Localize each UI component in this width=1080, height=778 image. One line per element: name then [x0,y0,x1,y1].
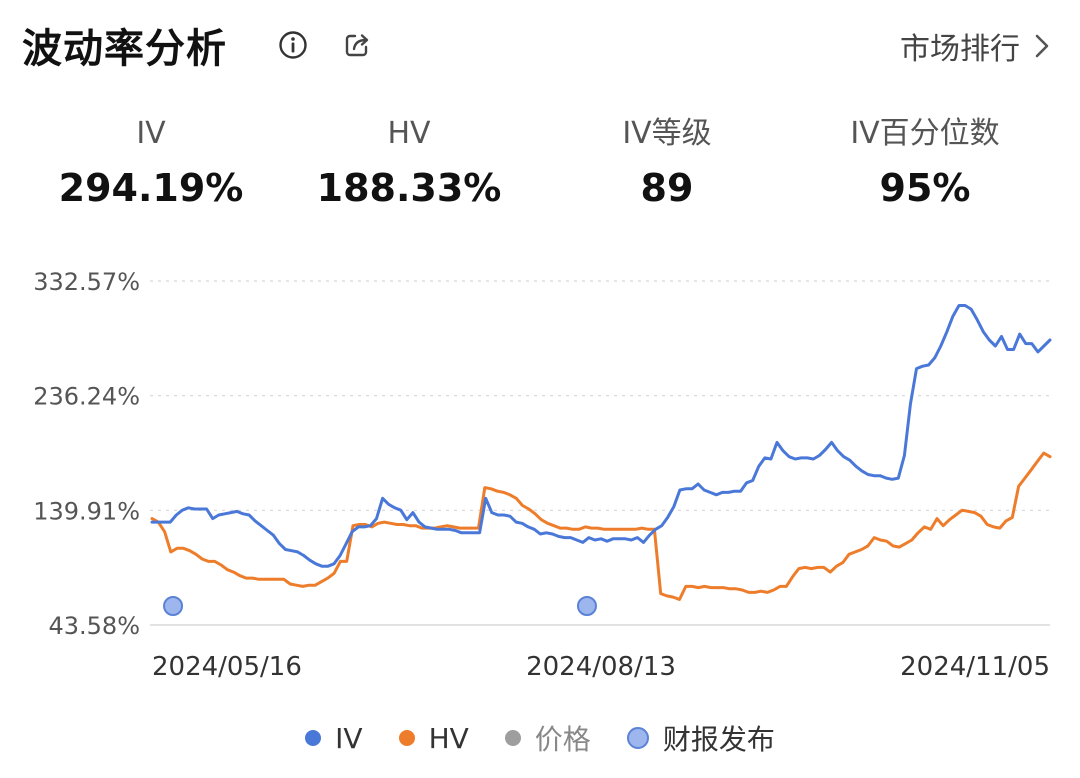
stat-label: IV [136,116,166,151]
y-tick-label: 332.57% [33,268,140,296]
legend-item-price[interactable]: 价格 [504,718,591,758]
legend-item-hv[interactable]: HV [398,721,469,755]
legend-dot-price [504,730,521,746]
stat-value: 294.19% [58,166,244,210]
chevron-right-icon [1035,34,1049,58]
stats-row: IV 294.19% HV 188.33% IV等级 89 IV百分位数 95% [22,112,1054,222]
x-tick-label: 2024/05/16 [152,652,302,682]
legend-dot-iv [305,730,322,746]
stat-label: IV百分位数 [850,116,1000,151]
page-title: 波动率分析 [22,26,227,72]
x-tick-label: 2024/11/05 [900,652,1050,682]
series-line-hv [150,451,1052,601]
legend-item-earnings[interactable]: 财报发布 [626,718,775,758]
series-line-iv [150,304,1052,568]
stat-value: 89 [640,166,694,210]
stat-iv-percentile: IV百分位数 95% [796,112,1054,222]
chart-legend: IV HV 价格 财报发布 [0,716,1080,760]
volatility-chart: 332.57% 236.24% 139.91% 43.58% 2024/05/16 202… [33,268,1052,682]
share-icon[interactable] [342,30,372,60]
y-tick-label: 43.58% [48,612,140,640]
earnings-marker [163,596,184,616]
info-icon[interactable] [278,30,308,60]
y-tick-label: 236.24% [33,383,140,411]
legend-label-price: 价格 [534,723,591,756]
header: 波动率分析 市场排行 [22,10,1052,74]
legend-label-hv: HV [428,721,469,755]
market-rank-label: 市场排行 [900,32,1020,67]
legend-label-iv: IV [335,721,363,755]
legend-label-earnings: 财报发布 [662,723,775,756]
stat-value: 188.33% [316,166,502,210]
x-tick-label: 2024/08/13 [526,652,676,682]
legend-dot-hv [398,730,415,746]
legend-item-iv[interactable]: IV [305,721,363,755]
stat-label: HV [387,116,431,151]
legend-dot-earnings [626,727,649,749]
market-rank-link[interactable]: 市场排行 [900,24,1052,68]
stat-label: IV等级 [622,116,712,151]
y-tick-label: 139.91% [33,497,140,525]
stat-iv: IV 294.19% [22,112,280,222]
stat-iv-rank: IV等级 89 [538,112,796,222]
stat-hv: HV 188.33% [280,112,538,222]
stat-value: 95% [879,166,971,210]
earnings-marker [576,596,597,616]
